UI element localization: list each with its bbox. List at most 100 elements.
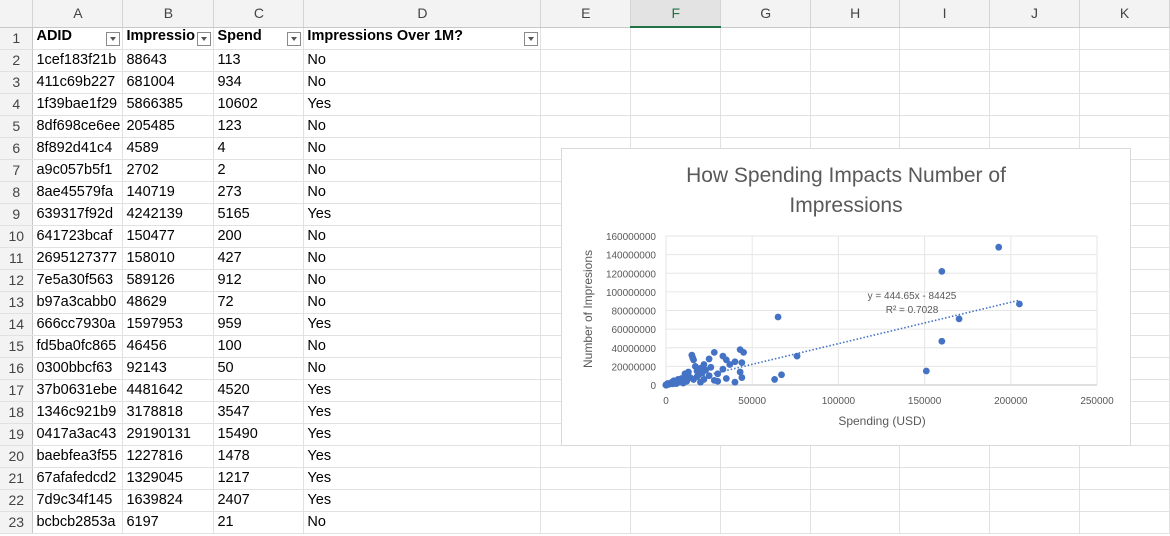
column-header-h[interactable]: H [810, 0, 901, 28]
cell[interactable] [630, 115, 722, 138]
cell-impressions[interactable]: 4242139 [122, 203, 215, 226]
cell[interactable] [989, 511, 1080, 534]
cell-impressions-over-1m[interactable]: No [303, 181, 542, 204]
cell-adid[interactable]: 8ae45579fa [32, 181, 124, 204]
cell[interactable] [1079, 511, 1170, 534]
cell-spend[interactable]: 1217 [213, 467, 305, 490]
cell[interactable] [899, 467, 991, 490]
cell-impressions[interactable]: 48629 [122, 291, 215, 314]
cell-impressions-over-1m[interactable]: Yes [303, 379, 542, 402]
cell-impressions[interactable]: 589126 [122, 269, 215, 292]
row-header[interactable]: 6 [0, 137, 34, 160]
cell[interactable] [899, 93, 991, 116]
row-header[interactable]: 21 [0, 467, 34, 490]
cell-impressions-over-1m[interactable]: No [303, 71, 542, 94]
header-cell-spend[interactable]: Spend [213, 27, 305, 50]
cell-impressions[interactable]: 6197 [122, 511, 215, 534]
cell[interactable] [899, 445, 991, 468]
row-header[interactable]: 9 [0, 203, 34, 226]
column-header-a[interactable]: A [32, 0, 124, 28]
cell[interactable] [720, 71, 812, 94]
cell-impressions-over-1m[interactable]: No [303, 335, 542, 358]
cell-impressions-over-1m[interactable]: Yes [303, 423, 542, 446]
row-header[interactable]: 19 [0, 423, 34, 446]
cell[interactable] [540, 467, 632, 490]
cell-impressions-over-1m[interactable]: Yes [303, 489, 542, 512]
cell-impressions-over-1m[interactable]: No [303, 511, 542, 534]
cell[interactable] [720, 115, 812, 138]
cell-adid[interactable]: 7d9c34f145 [32, 489, 124, 512]
cell-impressions[interactable]: 4481642 [122, 379, 215, 402]
cell[interactable] [630, 445, 722, 468]
cell-impressions[interactable]: 3178818 [122, 401, 215, 424]
cell[interactable] [810, 445, 901, 468]
cell-impressions-over-1m[interactable]: No [303, 357, 542, 380]
cell-adid[interactable]: fd5ba0fc865 [32, 335, 124, 358]
row-header[interactable]: 18 [0, 401, 34, 424]
cell[interactable] [899, 489, 991, 512]
cell-adid[interactable]: 666cc7930a [32, 313, 124, 336]
cell[interactable] [989, 49, 1080, 72]
row-header[interactable]: 2 [0, 49, 34, 72]
cell-adid[interactable]: 8df698ce6ee [32, 115, 124, 138]
column-header-d[interactable]: D [303, 0, 542, 28]
cell[interactable] [540, 445, 632, 468]
column-header-g[interactable]: G [720, 0, 812, 28]
cell[interactable] [810, 93, 901, 116]
cell-spend[interactable]: 10602 [213, 93, 305, 116]
cell[interactable] [720, 445, 812, 468]
cell-spend[interactable]: 21 [213, 511, 305, 534]
cell-impressions[interactable]: 4589 [122, 137, 215, 160]
cell[interactable] [1079, 445, 1170, 468]
cell[interactable] [540, 49, 632, 72]
cell[interactable] [989, 445, 1080, 468]
cell-impressions[interactable]: 92143 [122, 357, 215, 380]
cell-impressions[interactable]: 150477 [122, 225, 215, 248]
column-header-i[interactable]: I [899, 0, 991, 28]
cell-spend[interactable]: 15490 [213, 423, 305, 446]
cell[interactable] [989, 489, 1080, 512]
filter-dropdown-icon[interactable] [287, 31, 302, 46]
cell-impressions[interactable]: 681004 [122, 71, 215, 94]
row-header[interactable]: 17 [0, 379, 34, 402]
row-header[interactable]: 14 [0, 313, 34, 336]
cell-spend[interactable]: 273 [213, 181, 305, 204]
cell-spend[interactable]: 2407 [213, 489, 305, 512]
cell-adid[interactable]: baebfea3f55 [32, 445, 124, 468]
cell[interactable] [810, 489, 901, 512]
cell[interactable] [1079, 71, 1170, 94]
column-header-j[interactable]: J [989, 0, 1080, 28]
cell[interactable] [720, 489, 812, 512]
cell[interactable] [720, 511, 812, 534]
cell[interactable] [1079, 93, 1170, 116]
cell[interactable] [720, 27, 812, 50]
cell-adid[interactable]: 1cef183f21b [32, 49, 124, 72]
cell-spend[interactable]: 200 [213, 225, 305, 248]
cell-adid[interactable]: 411c69b227 [32, 71, 124, 94]
cell-adid[interactable]: 641723bcaf [32, 225, 124, 248]
cell-spend[interactable]: 100 [213, 335, 305, 358]
row-header[interactable]: 10 [0, 225, 34, 248]
cell-adid[interactable]: 0417a3ac43 [32, 423, 124, 446]
header-cell-adid[interactable]: ADID [32, 27, 124, 50]
cell[interactable] [630, 489, 722, 512]
cell-impressions[interactable]: 140719 [122, 181, 215, 204]
cell[interactable] [810, 467, 901, 490]
cell-adid[interactable]: 8f892d41c4 [32, 137, 124, 160]
cell[interactable] [989, 115, 1080, 138]
cell-spend[interactable]: 72 [213, 291, 305, 314]
row-header[interactable]: 22 [0, 489, 34, 512]
cell[interactable] [630, 49, 722, 72]
cell[interactable] [540, 71, 632, 94]
cell-spend[interactable]: 123 [213, 115, 305, 138]
row-header[interactable]: 13 [0, 291, 34, 314]
cell[interactable] [630, 467, 722, 490]
cell-spend[interactable]: 959 [213, 313, 305, 336]
cell[interactable] [630, 27, 722, 50]
filter-dropdown-icon[interactable] [524, 31, 539, 46]
cell-adid[interactable]: 1f39bae1f29 [32, 93, 124, 116]
cell-spend[interactable]: 5165 [213, 203, 305, 226]
column-header-b[interactable]: B [122, 0, 215, 28]
row-header[interactable]: 20 [0, 445, 34, 468]
cell-adid[interactable]: 67afafedcd2 [32, 467, 124, 490]
